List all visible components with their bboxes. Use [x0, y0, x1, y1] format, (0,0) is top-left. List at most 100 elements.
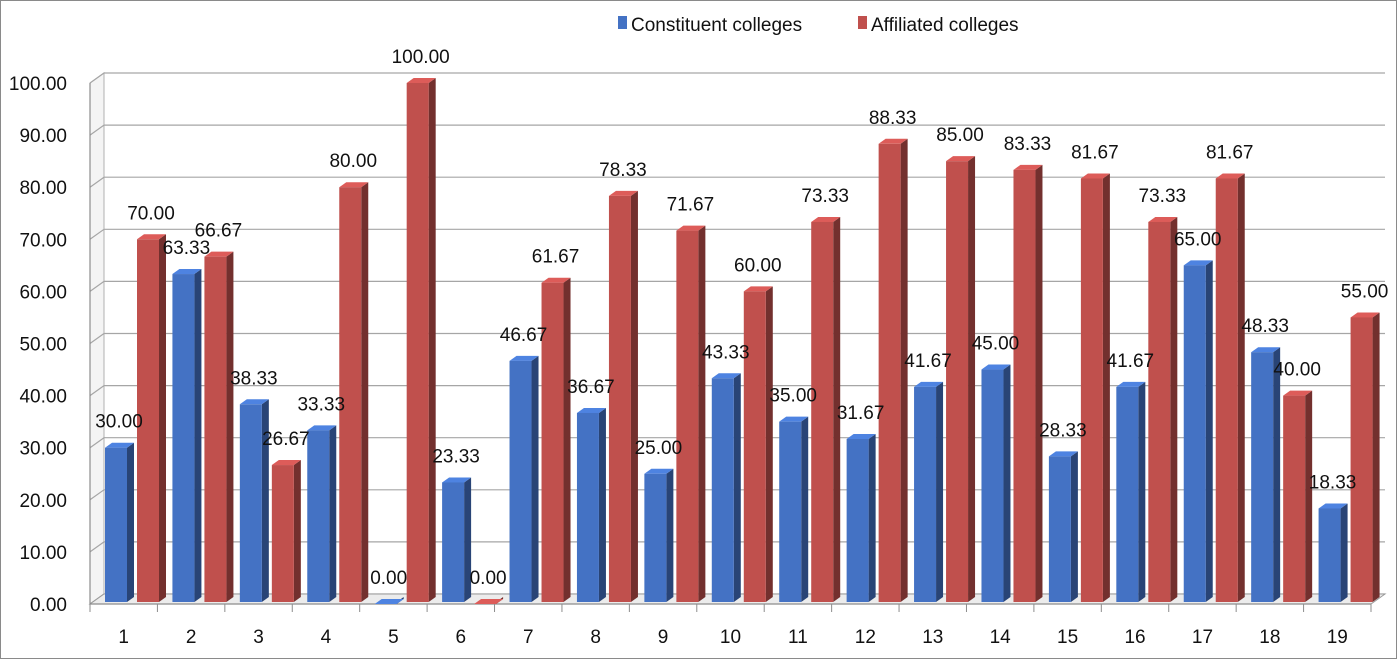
bars — [105, 78, 1380, 604]
bar-front — [644, 473, 667, 602]
bar-side — [765, 286, 773, 602]
bar-front — [442, 482, 465, 602]
bar-affiliated — [946, 156, 976, 602]
bar-constituent — [644, 468, 674, 602]
bar-front — [509, 360, 532, 602]
y-tick-label: 10.00 — [19, 543, 67, 564]
bar-top — [1116, 381, 1146, 387]
bar-top — [1013, 164, 1043, 170]
bar-top — [442, 477, 472, 483]
data-label: 18.33 — [1309, 473, 1357, 494]
data-label: 41.67 — [904, 351, 952, 372]
bar-top — [981, 364, 1011, 370]
bar-affiliated — [811, 216, 841, 603]
bar-side — [1035, 164, 1043, 602]
bar-top — [779, 416, 809, 422]
x-tick-label: 9 — [658, 627, 669, 648]
bar-front — [1013, 169, 1036, 602]
bar-side — [194, 269, 202, 602]
data-label: 85.00 — [936, 125, 984, 146]
bar-affiliated — [1080, 173, 1110, 602]
data-label: 81.67 — [1206, 142, 1254, 163]
bar-side — [1273, 347, 1281, 602]
y-tick-label: 40.00 — [19, 387, 67, 408]
bar-constituent — [1251, 347, 1281, 602]
x-tick-label: 14 — [990, 627, 1012, 648]
x-tick-label: 2 — [186, 627, 197, 648]
bar-constituent — [1116, 381, 1146, 602]
data-label: 100.00 — [392, 47, 450, 68]
data-label: 83.33 — [1004, 134, 1052, 155]
bar-affiliated — [676, 225, 706, 602]
x-tick-label: 19 — [1327, 627, 1348, 648]
bar-top — [239, 399, 269, 405]
bar-top — [271, 460, 301, 466]
legend-label-affiliated: Affiliated colleges — [871, 15, 1019, 36]
bar-front — [307, 430, 330, 602]
bar-side — [293, 460, 301, 602]
bar-affiliated — [1283, 390, 1313, 602]
bar-front — [1350, 317, 1373, 602]
bar-front — [1283, 395, 1306, 602]
bar-front — [811, 221, 834, 603]
data-label: 40.00 — [1273, 360, 1321, 381]
bar-side — [1305, 390, 1313, 602]
x-tick-label: 12 — [855, 627, 876, 648]
bar-front — [1116, 386, 1139, 602]
bar-top — [1350, 312, 1380, 318]
x-tick-label: 3 — [253, 627, 264, 648]
bar-top — [846, 433, 876, 439]
bar-side — [329, 425, 337, 602]
bar-constituent — [576, 407, 606, 602]
y-tick-label: 100.00 — [9, 74, 67, 95]
y-tick-label: 60.00 — [19, 282, 67, 303]
data-label: 41.67 — [1107, 351, 1155, 372]
x-tick-label: 17 — [1192, 627, 1213, 648]
bar-top — [406, 78, 436, 83]
data-label: 23.33 — [432, 446, 480, 467]
bar-front — [676, 230, 699, 602]
data-label: 35.00 — [769, 386, 817, 407]
bar-front — [743, 291, 766, 602]
bar-affiliated — [137, 234, 166, 603]
data-label: 65.00 — [1174, 229, 1222, 250]
data-label: 88.33 — [869, 108, 917, 129]
y-tick-label: 0.00 — [30, 595, 67, 616]
bar-side — [666, 468, 674, 602]
bar-top — [878, 138, 908, 144]
bar-constituent — [307, 425, 337, 602]
bar-top — [1283, 390, 1313, 396]
bar-constituent — [981, 364, 1011, 602]
bar-affiliated — [1013, 164, 1043, 602]
legend-label-constituent: Constituent colleges — [631, 15, 802, 36]
bar-top — [644, 468, 674, 474]
x-tick-label: 7 — [523, 627, 534, 648]
bar-front — [406, 83, 429, 602]
bar-front — [105, 447, 127, 602]
bar-side — [1205, 260, 1213, 602]
bar-top — [914, 381, 944, 387]
y-axis: 0.00 10.00 20.00 30.00 40.00 50.00 60.00 70.00 8… — [9, 74, 91, 616]
bar-side — [900, 138, 908, 602]
bar-affiliated — [1350, 312, 1380, 602]
bar-side — [936, 381, 944, 602]
data-label: 80.00 — [329, 151, 377, 172]
bar-side — [1138, 381, 1146, 602]
data-label: 45.00 — [972, 334, 1020, 355]
bar-top — [137, 234, 166, 240]
data-label: 30.00 — [95, 412, 143, 433]
legend-swatch-constituent — [618, 16, 627, 29]
data-label: 31.67 — [837, 403, 885, 424]
bar-top — [541, 277, 571, 283]
data-label: 38.33 — [230, 368, 278, 389]
bar-side — [261, 399, 269, 602]
bar-front — [1048, 456, 1071, 602]
bar-front — [271, 465, 294, 602]
bar-top — [811, 216, 841, 222]
bar-front — [576, 412, 599, 602]
bar-top — [608, 190, 638, 196]
bar-front — [339, 187, 362, 602]
bar-top — [1080, 173, 1110, 179]
bar-side — [868, 433, 876, 602]
